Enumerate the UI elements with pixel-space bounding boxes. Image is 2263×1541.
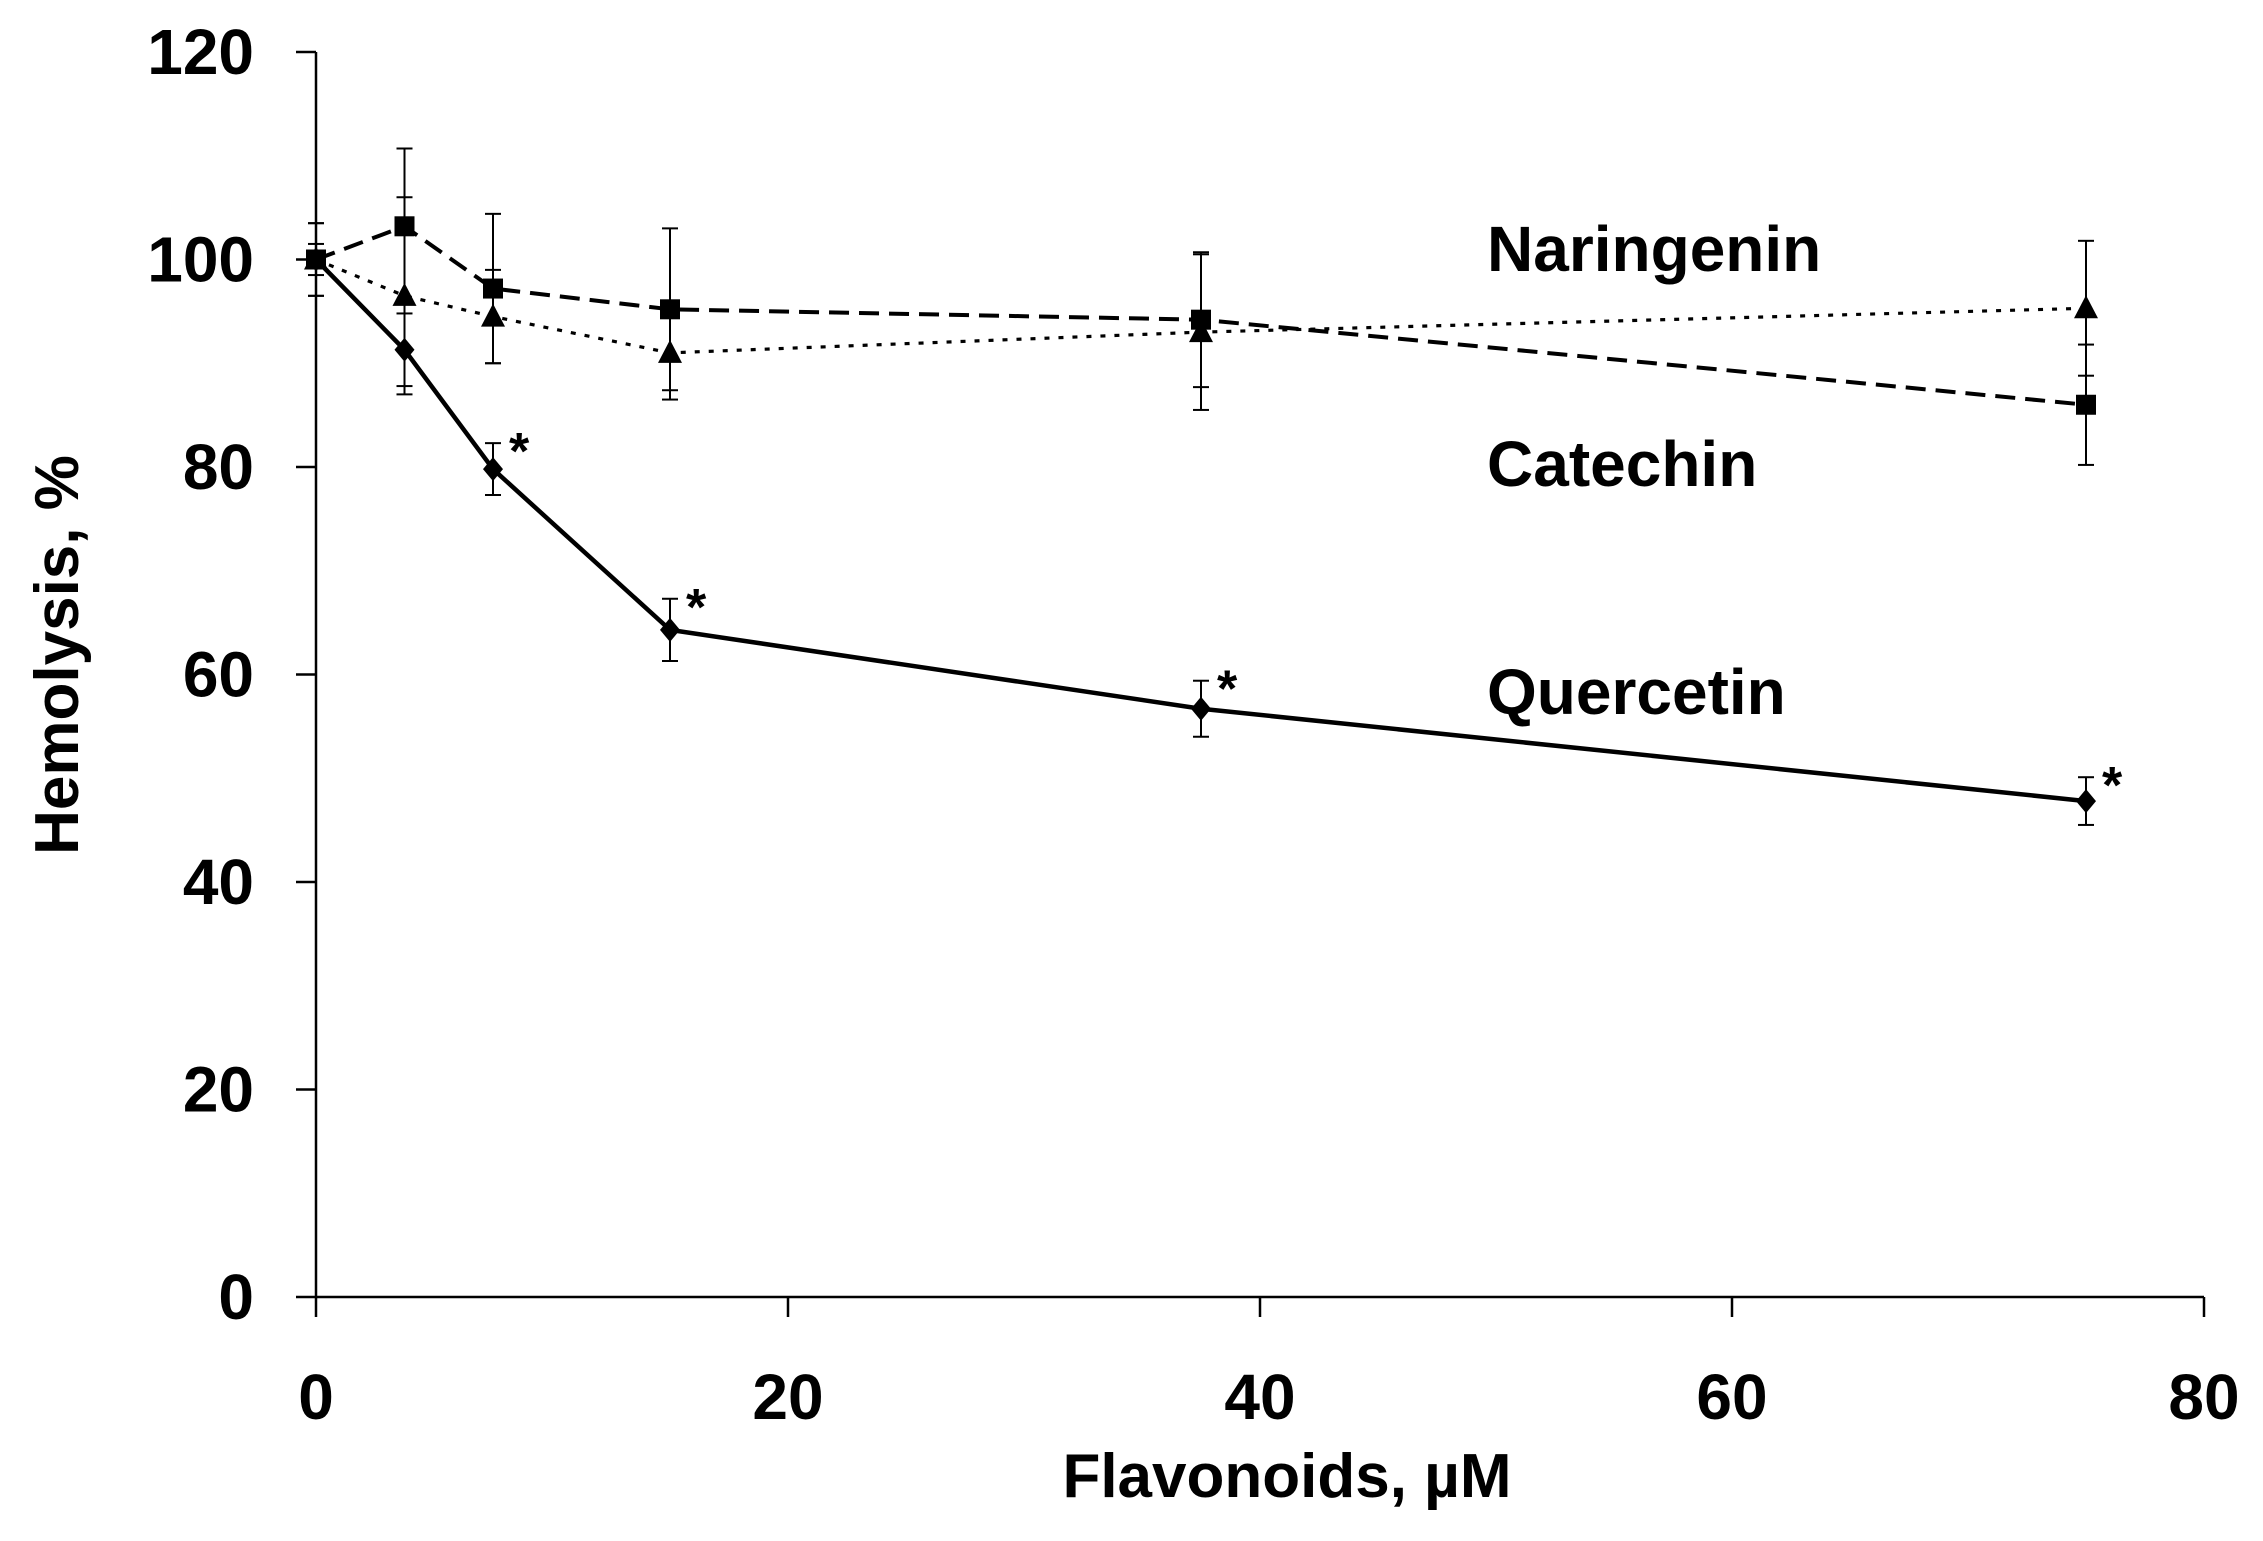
- marker-square: [483, 278, 503, 299]
- marker-square: [1191, 309, 1211, 330]
- series-line-quercetin: [314, 257, 2087, 804]
- series-label-catechin: Catechin: [1487, 428, 1757, 500]
- series-line-catechin: [315, 224, 2087, 407]
- y-tick-label: 20: [183, 1054, 254, 1126]
- marker-diamond: [2076, 789, 2096, 814]
- series-label-naringenin: Naringenin: [1487, 213, 1821, 285]
- y-axis-title: Hemolysis, %: [23, 455, 92, 855]
- marker-diamond: [1191, 696, 1211, 721]
- x-tick-label: 40: [1224, 1361, 1295, 1433]
- y-tick-label: 100: [147, 224, 254, 296]
- x-tick-label: 0: [298, 1361, 334, 1433]
- series-layer: * * * *: [304, 147, 2123, 826]
- marker-diamond: [394, 337, 415, 362]
- y-tick-label: 80: [183, 431, 254, 503]
- marker-diamond: [483, 457, 503, 482]
- significance-marker: *: [2102, 757, 2123, 815]
- marker-square: [2076, 394, 2096, 415]
- marker-diamond: [660, 617, 680, 642]
- x-tick-label: 80: [2168, 1361, 2239, 1433]
- series-quercetin: * * * *: [306, 242, 2123, 826]
- y-tick-label: 120: [147, 16, 254, 88]
- significance-marker: *: [1217, 661, 1238, 719]
- series-catechin: [306, 147, 2096, 466]
- y-tick-label: 60: [183, 639, 254, 711]
- x-tick-label: 20: [752, 1361, 823, 1433]
- marker-square: [394, 216, 415, 237]
- y-tick-label: 0: [218, 1261, 254, 1333]
- marker-square: [660, 299, 680, 320]
- y-tick-label: 40: [183, 846, 254, 918]
- axes: 0 20 40 60 80 100 120 0 20 40 60 80: [147, 16, 2239, 1433]
- marker-diamond: [306, 247, 326, 272]
- x-tick-label: 60: [1696, 1361, 1767, 1433]
- significance-marker: *: [686, 579, 707, 637]
- significance-marker: *: [509, 423, 530, 481]
- series-label-quercetin: Quercetin: [1487, 656, 1786, 728]
- x-axis-title: Flavonoids, µM: [1062, 1442, 1511, 1511]
- marker-triangle: [2074, 295, 2098, 319]
